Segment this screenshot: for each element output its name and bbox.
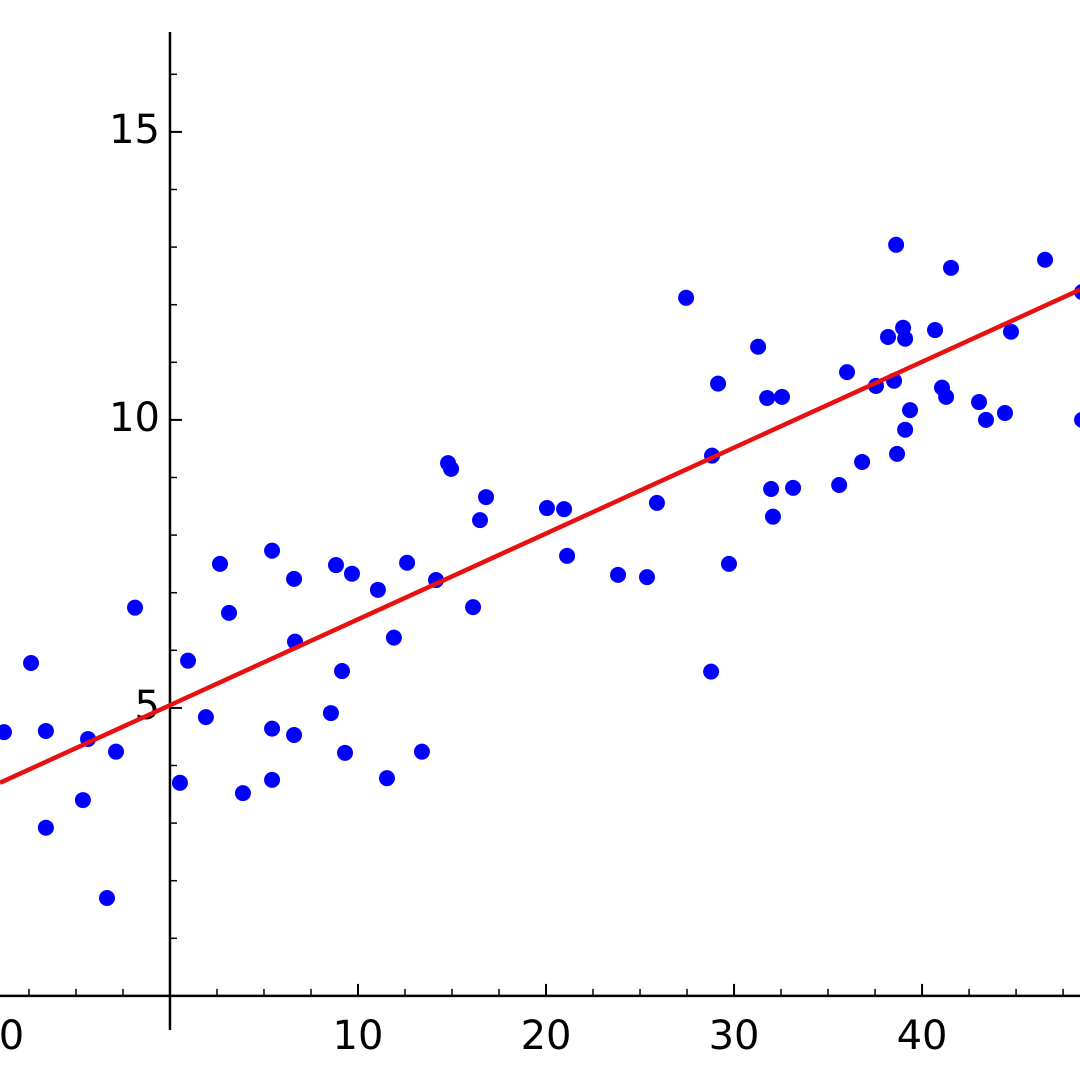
data-point [399,554,416,571]
data-point [465,599,482,616]
data-point [0,724,12,741]
y-tick-label: 15 [109,107,160,153]
data-point [888,236,905,253]
data-point [559,547,576,564]
data-point [98,889,115,906]
data-point [286,570,303,587]
data-point [264,542,281,559]
data-point [897,330,914,347]
data-point [472,512,489,529]
data-point [221,604,238,621]
data-point [638,569,655,586]
data-point [556,501,573,518]
data-point [648,494,665,511]
y-tick-label: 10 [109,395,160,441]
data-point [1002,323,1019,340]
data-point [443,460,460,477]
data-point [343,565,360,582]
data-point [773,388,790,405]
data-point [127,599,143,616]
data-point [889,445,906,462]
data-point [264,771,281,788]
data-point [234,785,251,802]
data-point [943,259,960,276]
data-point [211,555,228,572]
data-point [171,774,188,791]
data-point [610,566,627,583]
x-tick-label: 40 [897,1013,948,1059]
data-point [264,720,281,737]
data-point [839,364,856,381]
x-tick-label: 30 [709,1013,760,1059]
data-point [785,479,802,496]
fit-line [0,287,1080,785]
data-point [720,555,737,572]
data-point [385,629,402,646]
data-point [764,508,781,525]
data-point [854,453,871,470]
data-point [1037,251,1054,268]
data-point [478,489,495,506]
data-point [897,421,914,438]
data-point [678,289,695,306]
data-point [327,557,344,574]
data-point [880,328,897,345]
data-point [710,375,727,392]
data-point [759,390,776,407]
data-point [37,722,54,739]
x-tick-label: 10 [333,1013,384,1059]
data-point [763,481,780,498]
x-tick-label: 20 [521,1013,572,1059]
data-point [538,500,555,517]
data-point [413,743,430,760]
x-tick-label: −10 [0,1013,24,1059]
data-point [322,705,339,722]
data-point [197,709,214,726]
data-point [180,652,197,669]
data-point [37,819,54,836]
data-point [831,476,848,493]
data-point [902,402,919,419]
data-point [369,581,386,598]
data-point [334,663,351,680]
data-point [971,394,988,411]
data-point [74,792,91,809]
data-point [337,744,354,761]
data-point [378,770,395,787]
data-point [286,726,303,743]
data-point [703,663,720,680]
data-point [938,388,955,405]
data-point [1074,412,1080,428]
data-point [927,322,944,339]
data-point [977,411,994,428]
data-point [750,338,767,355]
data-point [996,404,1013,421]
data-point [108,743,125,760]
data-point [23,654,40,671]
